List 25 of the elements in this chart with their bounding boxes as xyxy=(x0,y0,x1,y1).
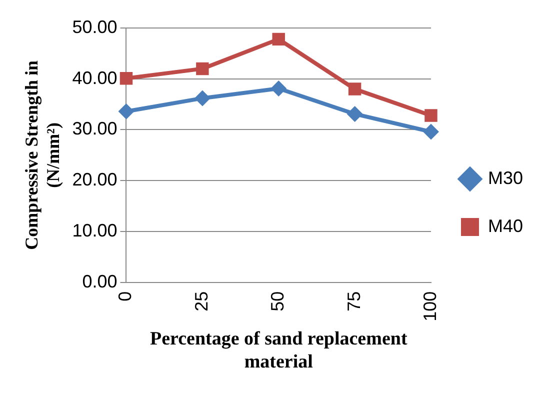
y-tick-label: 40.00 xyxy=(72,68,118,88)
y-tick-label: 10.00 xyxy=(72,220,118,240)
x-tick-label: 75 xyxy=(344,291,364,312)
legend-label: M30 xyxy=(488,168,523,188)
point xyxy=(120,72,133,85)
x-tick-label: 25 xyxy=(191,291,212,312)
point xyxy=(424,109,438,122)
x-tick-label: 100 xyxy=(420,291,440,322)
point xyxy=(118,103,134,120)
point xyxy=(196,62,209,76)
point xyxy=(346,106,363,122)
point xyxy=(194,90,210,106)
y-tick-label: 20.00 xyxy=(72,170,118,190)
y-axis-title: Compressive Strength in (N/mm²) xyxy=(21,60,64,250)
y-tick-label: 50.00 xyxy=(72,16,118,37)
y-tick-label: 30.00 xyxy=(72,118,118,139)
x-tick-label: 0 xyxy=(115,291,136,302)
point xyxy=(422,124,439,140)
legend-label: M40 xyxy=(488,216,523,236)
point xyxy=(348,82,362,96)
x-axis-title: Percentage of sand replacement material xyxy=(150,328,408,373)
y-tick-label: 0.00 xyxy=(82,271,118,292)
point xyxy=(272,32,285,46)
point xyxy=(270,80,287,97)
x-tick-label: 50 xyxy=(268,291,288,312)
